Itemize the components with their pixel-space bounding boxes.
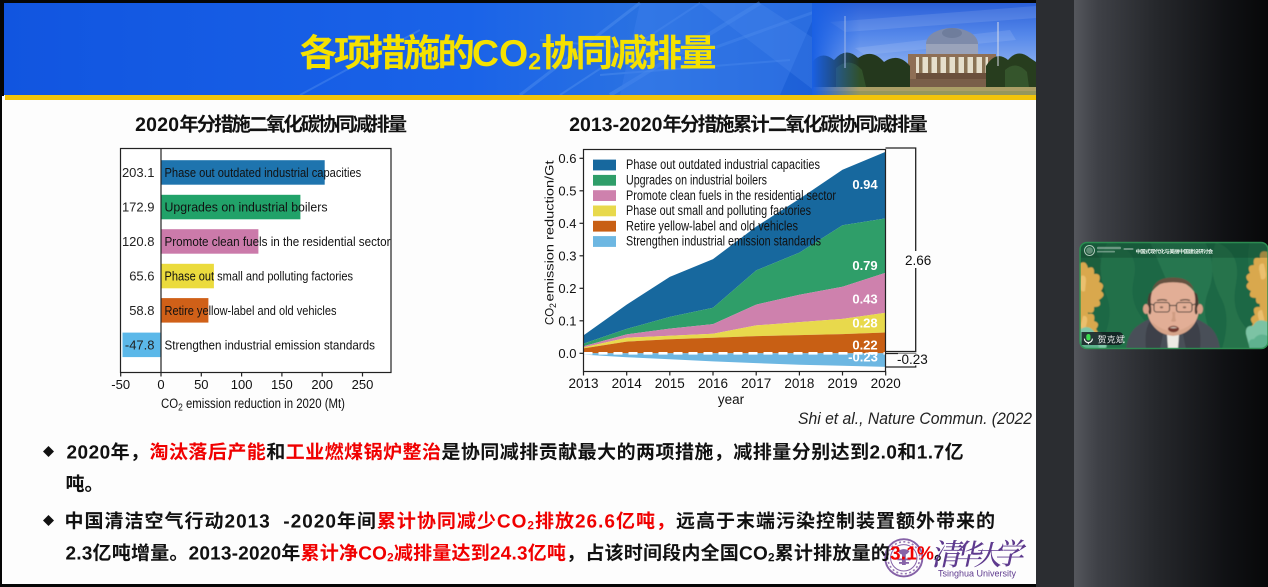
svg-text:0.4: 0.4 [558, 216, 576, 231]
svg-text:120.8: 120.8 [122, 234, 155, 249]
svg-text:Upgrades on industrial boilers: Upgrades on industrial boilers [626, 173, 767, 188]
svg-text:Promote clean fuels in the res: Promote clean fuels in the residential s… [165, 234, 392, 249]
svg-text:Retire yellow-label and old ve: Retire yellow-label and old vehicles [626, 218, 798, 233]
svg-text:172.9: 172.9 [122, 200, 155, 215]
svg-text:203.1: 203.1 [122, 165, 155, 180]
svg-text:0.5: 0.5 [558, 183, 576, 198]
svg-text:-47.8: -47.8 [125, 337, 155, 352]
svg-text:0.2: 0.2 [558, 281, 576, 296]
svg-text:CO2 emission reduction in 2020: CO2 emission reduction in 2020 (Mt) [161, 396, 345, 414]
svg-text:2020: 2020 [871, 376, 901, 391]
svg-text:-50: -50 [111, 377, 130, 392]
svg-text:Strengthen industrial emission: Strengthen industrial emission standards [626, 234, 821, 249]
svg-text:150: 150 [271, 377, 293, 392]
svg-text:year: year [718, 392, 745, 407]
svg-text:200: 200 [311, 377, 333, 392]
svg-text:2018: 2018 [784, 376, 814, 391]
svg-text:Promote clean fuels in the res: Promote clean fuels in the residential s… [626, 188, 836, 203]
svg-text:0.43: 0.43 [852, 292, 877, 307]
svg-text:0.79: 0.79 [852, 258, 877, 273]
svg-text:0: 0 [157, 377, 164, 392]
svg-text:Upgrades on industrial boilers: Upgrades on industrial boilers [165, 200, 328, 215]
svg-text:-0.23: -0.23 [897, 352, 928, 367]
svg-text:-0.23: -0.23 [848, 350, 878, 365]
svg-text:Tsinghua University: Tsinghua University [938, 569, 1017, 579]
svg-text:2015: 2015 [655, 376, 685, 391]
svg-text:100: 100 [231, 377, 253, 392]
svg-text:0.22: 0.22 [852, 338, 877, 353]
svg-text:2013: 2013 [568, 376, 598, 391]
svg-text:0.28: 0.28 [852, 316, 877, 331]
svg-text:Phase out small and polluting: Phase out small and polluting factories [626, 203, 811, 218]
svg-text:Phase out outdated industrial: Phase out outdated industrial capacities [165, 165, 362, 180]
svg-text:Retire yellow-label and old ve: Retire yellow-label and old vehicles [165, 303, 337, 318]
svg-text:0.94: 0.94 [852, 177, 878, 192]
svg-text:Strengthen industrial emission: Strengthen industrial emission standards [165, 337, 376, 352]
svg-text:Phase out outdated industrial: Phase out outdated industrial capacities [626, 157, 820, 172]
svg-text:Phase out small and polluting: Phase out small and polluting factories [165, 269, 354, 284]
svg-text:CO: CO [545, 308, 557, 325]
svg-text:250: 250 [352, 377, 374, 392]
svg-text:2014: 2014 [612, 376, 643, 391]
svg-text:2017: 2017 [741, 376, 771, 391]
svg-text:emission reduction/Gt: emission reduction/Gt [545, 159, 557, 301]
svg-text:0.3: 0.3 [558, 248, 576, 263]
svg-text:58.8: 58.8 [129, 303, 154, 318]
svg-text:0.6: 0.6 [558, 151, 576, 166]
svg-text:0.0: 0.0 [558, 346, 576, 361]
svg-text:2019: 2019 [827, 376, 857, 391]
svg-text:2016: 2016 [698, 376, 728, 391]
svg-text:Shi et al., Nature Commun. (20: Shi et al., Nature Commun. (2022 [798, 410, 1032, 428]
svg-text:0.1: 0.1 [558, 313, 576, 328]
svg-text:2.66: 2.66 [905, 253, 931, 268]
svg-text:50: 50 [194, 377, 208, 392]
svg-text:65.6: 65.6 [129, 269, 154, 284]
svg-text:2: 2 [548, 303, 558, 308]
